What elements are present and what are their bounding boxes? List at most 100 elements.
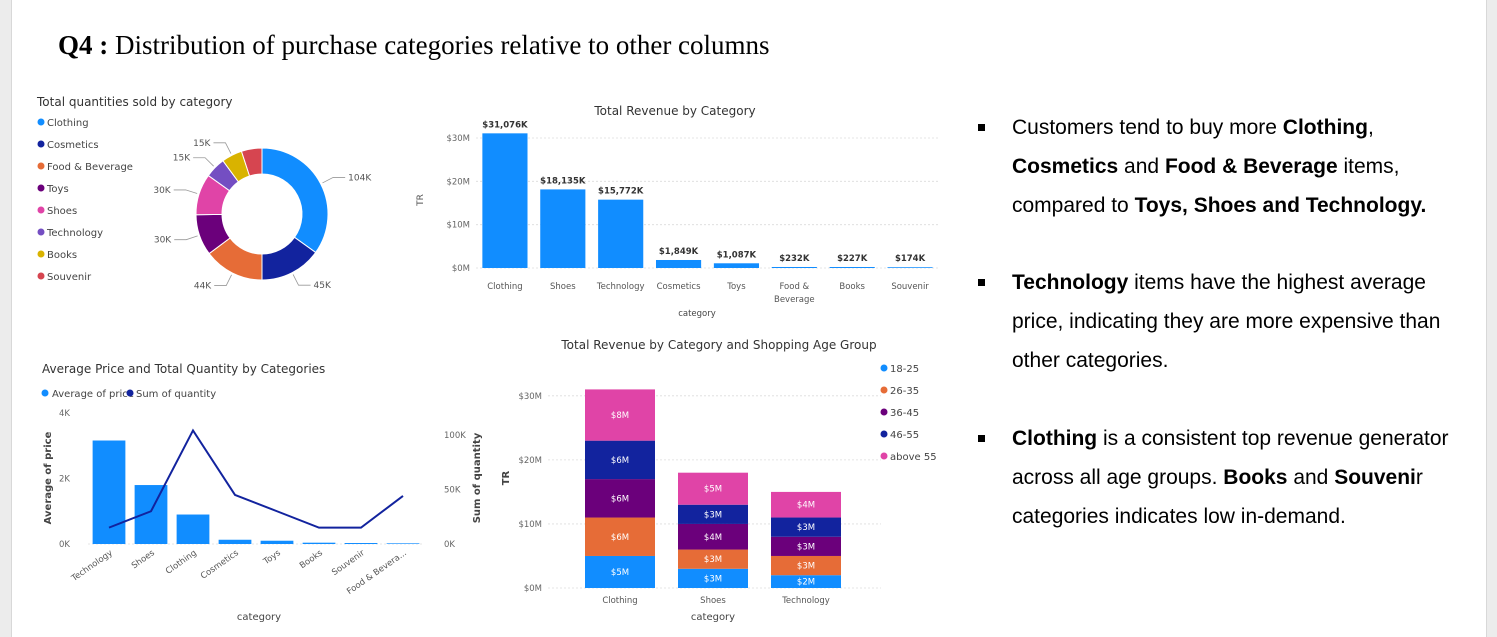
y2-tick-label: 50K (444, 485, 461, 495)
bullet-marker (978, 435, 985, 442)
left-margin-strip (0, 0, 12, 637)
legend-label: 26-35 (890, 386, 919, 397)
revenue-bar (829, 267, 875, 268)
bar-data-label: $1,087K (717, 250, 757, 260)
x-tick-label: Clothing (487, 282, 522, 292)
y-tick-label: 4K (59, 409, 70, 419)
y-tick-label: $20M (518, 456, 542, 466)
bullet-bold-run: Toys, Shoes and Technology. (1134, 194, 1427, 217)
x-tick-label: Clothing (164, 548, 199, 576)
donut-data-label: 104K (348, 173, 372, 183)
y-tick-label: 2K (59, 475, 70, 485)
dashboard-panel: Total quantities sold by category Clothin… (31, 88, 942, 633)
donut-data-label: 15K (193, 139, 211, 149)
donut-slice-clothing (261, 147, 329, 254)
price-bar (92, 440, 126, 544)
bar-data-label: $227K (837, 254, 868, 264)
bullet-text-run: items, compared to (1012, 155, 1400, 217)
legend-label: Technology (46, 228, 103, 239)
legend-label: Cosmetics (47, 140, 99, 151)
x-tick-label: Technology (69, 548, 115, 584)
revenue-bar (482, 133, 528, 268)
bullet-text-run: Customers tend to buy more (1012, 116, 1283, 139)
quantity-line (108, 428, 404, 529)
bar-data-label: $1,849K (659, 247, 699, 257)
x-axis-title: category (691, 612, 735, 623)
x-tick-label: Souvenir (891, 282, 929, 292)
donut-leader-line (213, 142, 232, 154)
segment-data-label: $6M (611, 456, 629, 466)
revenue-bar (540, 189, 586, 268)
bar-data-label: $18,135K (540, 176, 586, 186)
price-bar (344, 543, 378, 544)
y-tick-label: $0M (452, 264, 470, 274)
y-tick-label: $10M (518, 520, 542, 530)
x-tick-label: Cosmetics (657, 282, 701, 292)
x-tick-label: Cosmetics (199, 548, 241, 582)
bullet-marker (978, 124, 985, 131)
y-tick-label: $0M (524, 584, 542, 594)
segment-data-label: $4M (797, 501, 815, 511)
legend-marker (880, 430, 888, 438)
legend-marker (41, 389, 49, 397)
y2-tick-label: 100K (444, 431, 466, 441)
x-tick-label: Shoes (700, 596, 726, 606)
revenue-bar (771, 266, 817, 268)
legend-marker (880, 452, 888, 460)
combo-chart-title: Average Price and Total Quantity by Cate… (42, 362, 325, 376)
stacked-segment (771, 536, 841, 556)
bullet-text-run: , (1367, 116, 1374, 139)
segment-data-label: $6M (611, 494, 629, 504)
stacked-segment (585, 440, 655, 480)
x-tick-label: Books (839, 282, 865, 292)
stacked-segment (771, 555, 841, 576)
donut-leader-line (322, 177, 346, 184)
bullet-bold-run: Food & Beverage (1164, 155, 1338, 178)
segment-data-label: $3M (797, 523, 815, 533)
bullet-text-run: items have the highest average price, in… (1012, 271, 1441, 372)
legend-marker (37, 250, 45, 258)
segment-data-label: $2M (797, 578, 815, 588)
revenue-bar (655, 259, 702, 268)
bullet-bold-run: Technology (1012, 271, 1129, 294)
donut-slice-souvenir (240, 147, 263, 177)
stacked-segment (678, 504, 748, 524)
segment-data-label: $3M (797, 542, 815, 552)
y2-axis-title: Sum of quantity (472, 432, 483, 523)
y-axis-title: Average of price (43, 431, 54, 524)
stacked-segment (585, 389, 655, 441)
price-bar (218, 539, 252, 544)
y-axis-title: TR (416, 194, 426, 207)
legend-marker (126, 389, 134, 397)
bullet-text: Clothing is a consistent top revenue gen… (1012, 419, 1472, 536)
legend-label: above 55 (890, 452, 937, 463)
legend-label: Food & Beverage (47, 162, 133, 173)
price-bar (302, 542, 336, 544)
price-bar (386, 543, 420, 544)
donut-data-label: 30K (154, 236, 172, 246)
right-margin-strip (1486, 0, 1497, 637)
segment-data-label: $4M (704, 533, 722, 543)
title-text: Distribution of purchase categories rela… (108, 30, 770, 60)
y-tick-label: $10M (446, 221, 470, 231)
donut-leader-line (174, 235, 198, 241)
legend-marker (37, 140, 45, 148)
bullet-bold-run: Souveni (1334, 466, 1416, 489)
price-bar (260, 540, 294, 544)
stacked-segment (585, 517, 655, 556)
legend-marker (880, 408, 888, 416)
x-tick-label: Clothing (602, 596, 637, 606)
legend-marker (37, 184, 45, 192)
legend-marker (37, 206, 45, 214)
dashboard-charts: Total quantities sold by category Clothin… (36, 95, 939, 623)
donut-data-label: 44K (194, 282, 212, 292)
stacked-segment (771, 575, 841, 588)
stacked-segment (585, 479, 655, 518)
stacked-segment (678, 472, 748, 505)
legend-label: Shoes (47, 206, 77, 217)
bar-data-label: $232K (779, 254, 810, 264)
legend-label: 36-45 (890, 408, 919, 419)
x-tick-label: Souvenir (330, 548, 367, 578)
stacked-segment (771, 517, 841, 537)
x-axis-title: category (678, 309, 716, 319)
